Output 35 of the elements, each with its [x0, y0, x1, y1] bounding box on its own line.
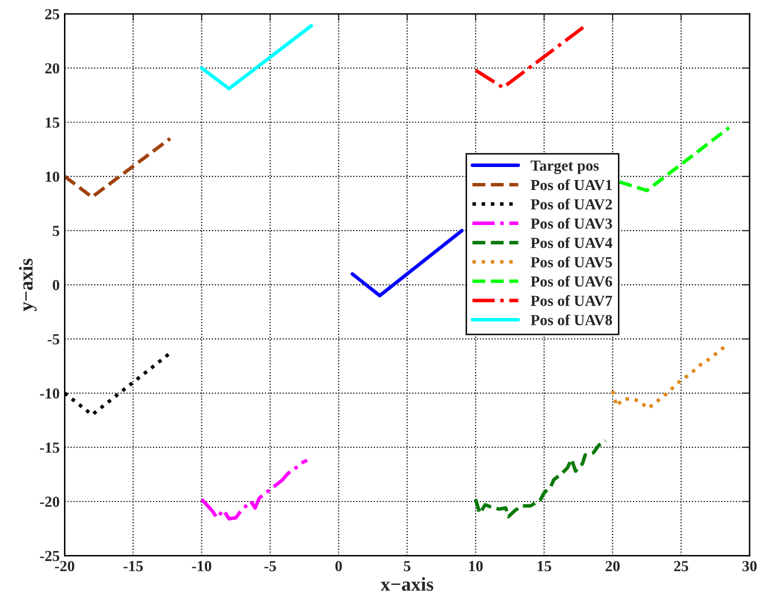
- x-tick-label: 5: [404, 561, 410, 572]
- y-tick-label: -5: [48, 334, 60, 344]
- x-tick-label: -15: [124, 561, 143, 572]
- legend-label: Pos of UAV4: [530, 237, 612, 248]
- x-tick-label: 20: [606, 560, 620, 572]
- x-tick-label: 0: [335, 560, 342, 572]
- legend-label: Pos of UAV5: [530, 256, 612, 268]
- x-tick-label: 15: [538, 561, 552, 572]
- y-tick-label: 25: [45, 9, 60, 20]
- legend-label: Pos of UAV1: [530, 179, 612, 190]
- x-tick-label: -5: [264, 561, 276, 572]
- y-axis-title: y−axis: [18, 258, 37, 312]
- legend-label: Pos of UAV8: [530, 314, 612, 326]
- y-tick-label: 10: [46, 172, 60, 182]
- legend-label: Pos of UAV3: [530, 218, 612, 229]
- x-axis-title: x−axis: [380, 577, 434, 591]
- legend-label: Pos of UAV6: [530, 276, 612, 287]
- line-series: [610, 342, 731, 410]
- legend-label: Pos of UAV7: [530, 295, 612, 306]
- y-tick-label: -10: [40, 388, 60, 399]
- y-tick-label: -25: [40, 550, 60, 562]
- line-series: [474, 439, 608, 518]
- y-tick-label: -20: [40, 496, 60, 507]
- y-tick-label: 0: [52, 280, 60, 290]
- x-tick-label: 30: [742, 560, 757, 572]
- line-series: [200, 458, 309, 521]
- y-tick-label: 5: [52, 226, 60, 236]
- y-tick-label: 20: [45, 63, 60, 74]
- legend-label: Target pos: [530, 160, 599, 174]
- x-tick-label: -10: [192, 560, 212, 572]
- legend-label: Pos of UAV2: [530, 198, 612, 210]
- x-tick-label: 10: [469, 560, 483, 572]
- y-tick-label: -15: [40, 442, 60, 453]
- x-tick-label: 25: [674, 561, 688, 572]
- y-tick-label: 15: [46, 117, 60, 128]
